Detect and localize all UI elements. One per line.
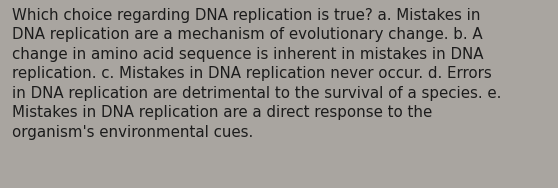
Text: Which choice regarding DNA replication is true? a. Mistakes in
DNA replication a: Which choice regarding DNA replication i… — [12, 8, 502, 140]
